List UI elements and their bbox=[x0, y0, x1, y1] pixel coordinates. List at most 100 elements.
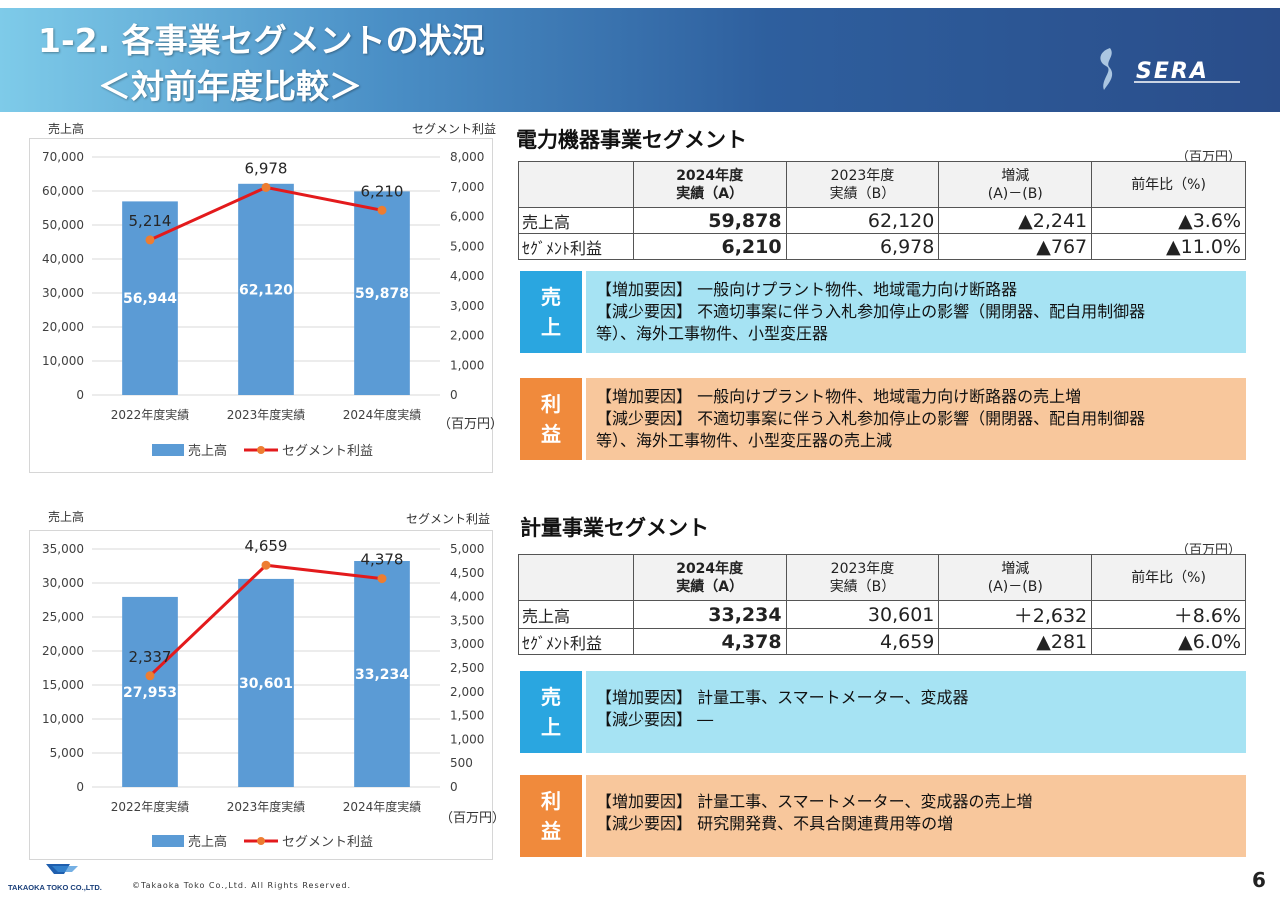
y-tick-left: 20,000 bbox=[42, 644, 84, 658]
table-row: ｾｸﾞﾒﾝﾄ利益 4,378 4,659 ▲281 ▲6.0% bbox=[518, 628, 1246, 655]
cell-ratio: ＋8.6% bbox=[1091, 600, 1246, 629]
bar-value-label: 30,601 bbox=[239, 676, 293, 692]
chart2-frame: 35,000 30,000 25,000 20,000 15,000 10,000 5,00… bbox=[29, 530, 493, 860]
y-tick-left: 5,000 bbox=[50, 746, 84, 760]
page-title-line2: ＜対前年度比較＞ bbox=[98, 67, 362, 106]
bar bbox=[354, 191, 410, 395]
chart1-unit: （百万円） bbox=[438, 417, 504, 432]
line-value-label: 2,337 bbox=[129, 648, 172, 666]
bar bbox=[238, 578, 294, 787]
table-row: 売上高 59,878 62,120 ▲2,241 ▲3.6% bbox=[518, 207, 1246, 234]
y-tick-left: 70,000 bbox=[42, 150, 84, 164]
cell-b: 62,120 bbox=[785, 207, 940, 234]
y-tick-right: 4,000 bbox=[450, 269, 484, 283]
header-cell: 2023年度 実績（B） bbox=[785, 554, 940, 601]
x-tick-label: 2022年度実績 bbox=[111, 407, 190, 422]
y-tick-right: 2,000 bbox=[450, 685, 484, 699]
legend-line-label: セグメント利益 bbox=[282, 444, 373, 459]
cell-a: 4,378 bbox=[632, 628, 787, 655]
copyright: ©Takaoka Toko Co.,Ltd. All Rights Reserv… bbox=[132, 881, 352, 890]
header-cell: 前年比（%) bbox=[1091, 554, 1246, 601]
chart1-left-axis-label: 売上高 bbox=[48, 122, 85, 136]
y-tick-right: 7,000 bbox=[450, 180, 484, 194]
y-tick-right: 4,500 bbox=[450, 566, 484, 580]
row-label: ｾｸﾞﾒﾝﾄ利益 bbox=[518, 628, 634, 655]
line-value-label: 6,978 bbox=[245, 159, 288, 177]
line-value-label: 6,210 bbox=[361, 182, 404, 200]
profit-factor-text: 【増加要因】 計量工事、スマートメーター、変成器の売上増 【減少要因】 研究開発… bbox=[586, 775, 1246, 857]
factor-line: 【増加要因】 計量工事、スマートメーター、変成器 bbox=[596, 688, 969, 707]
y-tick-left: 30,000 bbox=[42, 286, 84, 300]
legend-bar-label: 売上高 bbox=[188, 834, 227, 850]
chart1-right-axis-label: セグメント利益 bbox=[412, 122, 497, 136]
header-cell-empty bbox=[518, 554, 634, 601]
cell-ratio: ▲11.0% bbox=[1091, 233, 1246, 260]
x-tick-label: 2022年度実績 bbox=[111, 799, 190, 814]
y-tick-left: 30,000 bbox=[42, 576, 84, 590]
factor-line: 【減少要因】 不適切事案に伴う入札参加停止の影響（開閉器、配自用制御器 bbox=[596, 302, 1146, 321]
factor-line: 【増加要因】 一般向けプラント物件、地域電力向け断路器の売上増 bbox=[596, 387, 1082, 406]
table-header-row: 2024年度 実績（A） 2023年度 実績（B） 増減 (A)－(B) 前年比… bbox=[518, 161, 1246, 208]
factor-line: 【減少要因】 研究開発費、不具合関連費用等の増 bbox=[596, 814, 954, 833]
legend-line-marker bbox=[257, 837, 265, 845]
sera-logo: SERA bbox=[1100, 48, 1240, 90]
y-tick-right: 2,000 bbox=[450, 329, 484, 343]
cell-a: 59,878 bbox=[632, 207, 787, 234]
cell-diff: ▲767 bbox=[938, 233, 1093, 260]
header-cell: 増減 (A)－(B) bbox=[938, 554, 1093, 601]
line-marker bbox=[145, 235, 155, 245]
table-header-row: 2024年度 実績（A） 2023年度 実績（B） 増減 (A)－(B) 前年比… bbox=[518, 554, 1246, 601]
cell-a: 33,234 bbox=[632, 600, 787, 629]
bar bbox=[354, 561, 410, 787]
bar bbox=[122, 596, 178, 787]
factor-line: 等）、海外工事物件、小型変圧器 bbox=[596, 324, 829, 343]
segment1-sales-factors: 売 上 【増加要因】 一般向けプラント物件、地域電力向け断路器 【減少要因】 不… bbox=[520, 271, 1246, 353]
y-tick-right: 1,000 bbox=[450, 358, 484, 372]
cell-b: 6,978 bbox=[785, 233, 940, 260]
profit-tag: 利 益 bbox=[520, 775, 582, 857]
y-tick-right: 5,000 bbox=[450, 542, 484, 556]
legend-bar-swatch bbox=[152, 835, 184, 847]
y-tick-right: 0 bbox=[450, 388, 458, 402]
legend-line-marker bbox=[257, 446, 265, 454]
legend-line-label: セグメント利益 bbox=[282, 835, 373, 850]
sales-factor-text: 【増加要因】 計量工事、スマートメーター、変成器 【減少要因】 ― bbox=[586, 671, 1246, 753]
sales-tag: 売 上 bbox=[520, 271, 582, 353]
y-tick-left: 40,000 bbox=[42, 252, 84, 266]
y-tick-right: 0 bbox=[450, 780, 458, 794]
profit-tag: 利 益 bbox=[520, 378, 582, 460]
x-tick-label: 2024年度実績 bbox=[343, 407, 422, 422]
y-tick-left: 60,000 bbox=[42, 184, 84, 198]
segment2-table: 2024年度 実績（A） 2023年度 実績（B） 増減 (A)－(B) 前年比… bbox=[518, 554, 1246, 655]
line-value-label: 5,214 bbox=[129, 212, 172, 230]
y-tick-right: 2,500 bbox=[450, 661, 484, 675]
y-tick-right: 3,000 bbox=[450, 637, 484, 651]
cell-diff: ▲2,241 bbox=[938, 207, 1093, 234]
row-label: 売上高 bbox=[518, 600, 634, 629]
y-tick-left: 0 bbox=[76, 780, 84, 794]
cell-diff: ▲281 bbox=[938, 628, 1093, 655]
header-cell: 2024年度 実績（A） bbox=[632, 554, 787, 601]
chart2-left-axis-label: 売上高 bbox=[48, 510, 85, 524]
factor-line: 等）、海外工事物件、小型変圧器の売上減 bbox=[596, 431, 893, 450]
bar-value-label: 59,878 bbox=[355, 286, 409, 302]
factor-line: 【減少要因】 不適切事案に伴う入札参加停止の影響（開閉器、配自用制御器 bbox=[596, 409, 1146, 428]
table-row: ｾｸﾞﾒﾝﾄ利益 6,210 6,978 ▲767 ▲11.0% bbox=[518, 233, 1246, 260]
bar-value-label: 62,120 bbox=[239, 282, 293, 298]
bar bbox=[122, 201, 178, 395]
x-tick-label: 2023年度実績 bbox=[227, 799, 306, 814]
cell-diff: ＋2,632 bbox=[938, 600, 1093, 629]
segment2-profit-factors: 利 益 【増加要因】 計量工事、スマートメーター、変成器の売上増 【減少要因】 … bbox=[520, 775, 1246, 857]
sales-tag: 売 上 bbox=[520, 671, 582, 753]
y-tick-right: 3,500 bbox=[450, 613, 484, 627]
y-tick-left: 15,000 bbox=[42, 678, 84, 692]
cell-a: 6,210 bbox=[632, 233, 787, 260]
profit-factor-text: 【増加要因】 一般向けプラント物件、地域電力向け断路器の売上増 【減少要因】 不… bbox=[586, 378, 1246, 460]
header-cell: 2024年度 実績（A） bbox=[632, 161, 787, 208]
bar bbox=[238, 183, 294, 395]
segment2-sales-factors: 売 上 【増加要因】 計量工事、スマートメーター、変成器 【減少要因】 ― bbox=[520, 671, 1246, 753]
cell-ratio: ▲3.6% bbox=[1091, 207, 1246, 234]
header-cell: 増減 (A)－(B) bbox=[938, 161, 1093, 208]
legend-bar-label: 売上高 bbox=[188, 443, 227, 459]
line-value-label: 4,378 bbox=[361, 551, 404, 569]
